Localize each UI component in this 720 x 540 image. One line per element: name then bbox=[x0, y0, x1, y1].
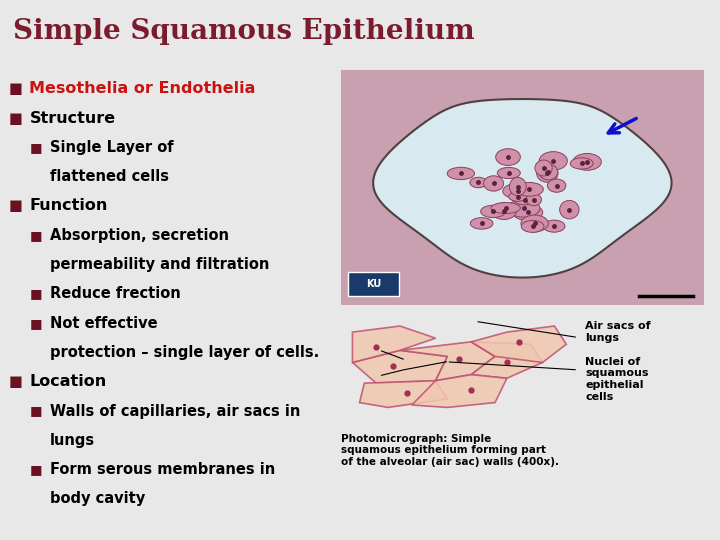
Ellipse shape bbox=[498, 167, 521, 179]
Polygon shape bbox=[472, 342, 543, 378]
Text: ■: ■ bbox=[9, 111, 22, 126]
Text: Not effective: Not effective bbox=[50, 315, 158, 330]
Polygon shape bbox=[412, 375, 507, 407]
Text: ■: ■ bbox=[30, 229, 42, 242]
Ellipse shape bbox=[570, 158, 593, 169]
Text: Form serous membranes in: Form serous membranes in bbox=[50, 462, 275, 477]
Text: Air sacs of
lungs: Air sacs of lungs bbox=[585, 321, 651, 343]
Ellipse shape bbox=[503, 184, 532, 199]
Ellipse shape bbox=[559, 200, 579, 219]
Polygon shape bbox=[472, 326, 566, 362]
Ellipse shape bbox=[539, 152, 567, 170]
Text: Reduce frection: Reduce frection bbox=[50, 286, 181, 301]
Ellipse shape bbox=[492, 203, 516, 219]
Text: Photomicrograph: Simple
squamous epithelium forming part
of the alveolar (air sa: Photomicrograph: Simple squamous epithel… bbox=[341, 434, 559, 467]
Polygon shape bbox=[359, 381, 448, 407]
Ellipse shape bbox=[513, 195, 536, 205]
Text: Location: Location bbox=[30, 374, 107, 389]
Ellipse shape bbox=[536, 164, 558, 183]
Ellipse shape bbox=[535, 160, 552, 176]
Text: ■: ■ bbox=[30, 287, 42, 300]
Ellipse shape bbox=[573, 153, 601, 170]
Text: ■: ■ bbox=[30, 463, 42, 476]
Text: lungs: lungs bbox=[50, 433, 95, 448]
Ellipse shape bbox=[516, 183, 544, 196]
Ellipse shape bbox=[513, 205, 543, 220]
Polygon shape bbox=[400, 342, 495, 381]
Text: Single Layer of: Single Layer of bbox=[50, 140, 174, 155]
Polygon shape bbox=[353, 350, 448, 383]
Text: ■: ■ bbox=[30, 141, 42, 154]
Text: Nuclei of
squamous
epithelial
cells: Nuclei of squamous epithelial cells bbox=[585, 357, 649, 402]
Text: Walls of capillaries, air sacs in: Walls of capillaries, air sacs in bbox=[50, 403, 300, 418]
Ellipse shape bbox=[547, 179, 566, 192]
Text: ■: ■ bbox=[9, 81, 22, 96]
Text: body cavity: body cavity bbox=[50, 491, 145, 507]
Ellipse shape bbox=[447, 167, 474, 180]
Ellipse shape bbox=[508, 192, 527, 201]
Text: ■: ■ bbox=[30, 404, 42, 417]
Ellipse shape bbox=[539, 164, 558, 180]
Text: Structure: Structure bbox=[30, 111, 115, 126]
Text: KU: KU bbox=[366, 279, 381, 289]
Text: Simple Squamous Epithelium: Simple Squamous Epithelium bbox=[13, 18, 474, 45]
Ellipse shape bbox=[510, 177, 526, 196]
Text: permeability and filtration: permeability and filtration bbox=[50, 257, 269, 272]
Ellipse shape bbox=[521, 215, 548, 232]
Text: protection – single layer of cells.: protection – single layer of cells. bbox=[50, 345, 320, 360]
Ellipse shape bbox=[521, 220, 544, 232]
Text: ■: ■ bbox=[9, 374, 22, 389]
Ellipse shape bbox=[491, 202, 521, 213]
Text: Mesothelia or Endothelia: Mesothelia or Endothelia bbox=[30, 81, 256, 96]
Polygon shape bbox=[373, 99, 672, 278]
Ellipse shape bbox=[526, 194, 541, 206]
Ellipse shape bbox=[544, 220, 565, 232]
Text: Function: Function bbox=[30, 198, 108, 213]
Ellipse shape bbox=[484, 176, 503, 191]
Polygon shape bbox=[341, 70, 704, 305]
Ellipse shape bbox=[481, 205, 505, 218]
FancyBboxPatch shape bbox=[348, 272, 399, 296]
Ellipse shape bbox=[470, 177, 487, 188]
Polygon shape bbox=[353, 326, 436, 362]
Text: Absorption, secretion: Absorption, secretion bbox=[50, 228, 229, 243]
Ellipse shape bbox=[508, 199, 540, 217]
Ellipse shape bbox=[495, 148, 521, 165]
Text: ■: ■ bbox=[30, 316, 42, 329]
Text: flattened cells: flattened cells bbox=[50, 169, 169, 184]
Ellipse shape bbox=[470, 218, 493, 229]
Text: ■: ■ bbox=[9, 198, 22, 213]
